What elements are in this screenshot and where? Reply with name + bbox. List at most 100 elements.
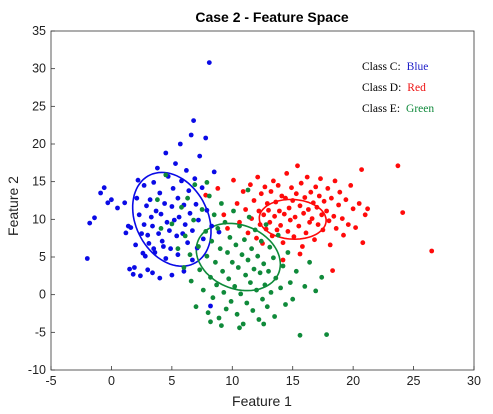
data-point — [343, 197, 349, 203]
data-point — [179, 178, 184, 184]
data-point — [109, 197, 114, 203]
data-point — [141, 222, 147, 228]
data-point — [233, 242, 239, 248]
data-point — [239, 252, 245, 258]
y-tick-label: 25 — [32, 99, 46, 113]
data-point — [278, 223, 283, 228]
data-point — [310, 200, 316, 206]
data-point — [158, 226, 164, 231]
data-point — [319, 212, 325, 218]
data-point — [219, 323, 224, 328]
data-point — [231, 208, 236, 214]
data-point — [175, 252, 181, 258]
chart-title: Case 2 - Feature Space — [195, 9, 349, 25]
data-point — [142, 253, 148, 259]
data-point — [321, 198, 327, 204]
data-point — [150, 223, 155, 229]
data-point — [341, 232, 346, 238]
data-point — [264, 201, 270, 206]
data-point — [92, 215, 97, 221]
data-point — [206, 193, 212, 199]
data-point — [225, 250, 230, 255]
data-point — [319, 274, 325, 280]
data-point — [228, 299, 234, 304]
data-point — [193, 304, 199, 310]
data-point — [182, 233, 188, 239]
data-point — [345, 222, 351, 228]
data-point — [268, 189, 274, 194]
legend-class-label: Class E: — [362, 103, 400, 115]
data-point — [256, 208, 262, 214]
data-point — [153, 208, 159, 214]
data-point — [217, 246, 223, 252]
data-point — [199, 207, 205, 212]
data-point — [303, 230, 309, 236]
class-ellipse-2 — [258, 198, 327, 241]
data-point — [208, 319, 213, 325]
data-point — [326, 218, 332, 224]
data-point — [298, 180, 304, 186]
data-point — [395, 163, 401, 169]
data-point — [162, 201, 168, 206]
data-point — [192, 176, 198, 182]
data-point — [226, 276, 232, 282]
data-point — [157, 275, 163, 281]
data-point — [263, 226, 269, 232]
data-point — [187, 210, 193, 216]
data-point — [320, 227, 326, 233]
data-point — [315, 222, 321, 228]
data-point — [295, 163, 300, 169]
data-point — [209, 223, 215, 229]
data-point — [186, 188, 192, 194]
data-point — [145, 267, 151, 273]
data-point — [307, 219, 312, 225]
data-point — [163, 150, 169, 156]
data-point — [237, 223, 242, 229]
data-point — [156, 231, 162, 237]
data-point — [175, 195, 181, 201]
data-point — [273, 275, 279, 281]
data-point — [173, 161, 178, 167]
data-point — [316, 193, 322, 199]
data-point — [185, 195, 191, 201]
plot-frame — [50, 30, 475, 371]
data-point — [223, 306, 229, 312]
data-point — [164, 219, 170, 225]
data-point — [240, 189, 246, 194]
data-point — [360, 240, 366, 246]
data-point — [188, 132, 194, 138]
data-point — [197, 153, 203, 159]
data-point — [261, 321, 267, 327]
data-point — [133, 242, 139, 248]
data-point — [191, 217, 197, 223]
data-point — [260, 296, 265, 302]
data-point — [225, 226, 230, 231]
data-point — [213, 259, 218, 265]
data-point — [309, 216, 315, 222]
data-point — [264, 304, 270, 310]
data-point — [244, 300, 250, 306]
data-point — [327, 242, 333, 248]
data-point — [203, 229, 209, 234]
data-point — [280, 263, 286, 269]
data-point — [293, 191, 299, 197]
data-point — [185, 240, 191, 246]
y-tick-label: 20 — [32, 137, 46, 151]
data-point — [245, 187, 251, 193]
data-point — [204, 207, 210, 213]
data-point — [197, 267, 203, 273]
data-point — [163, 256, 169, 261]
data-point — [237, 325, 242, 331]
data-point — [240, 321, 246, 327]
data-point — [237, 219, 242, 225]
data-point — [271, 255, 276, 261]
legend-class-label: Class C: — [362, 61, 401, 73]
data-point — [302, 284, 308, 289]
data-point — [101, 185, 107, 191]
data-point — [284, 171, 290, 176]
data-point — [285, 229, 291, 234]
data-point — [258, 238, 264, 244]
x-tick-label: 0 — [108, 374, 115, 388]
data-point — [196, 217, 201, 223]
